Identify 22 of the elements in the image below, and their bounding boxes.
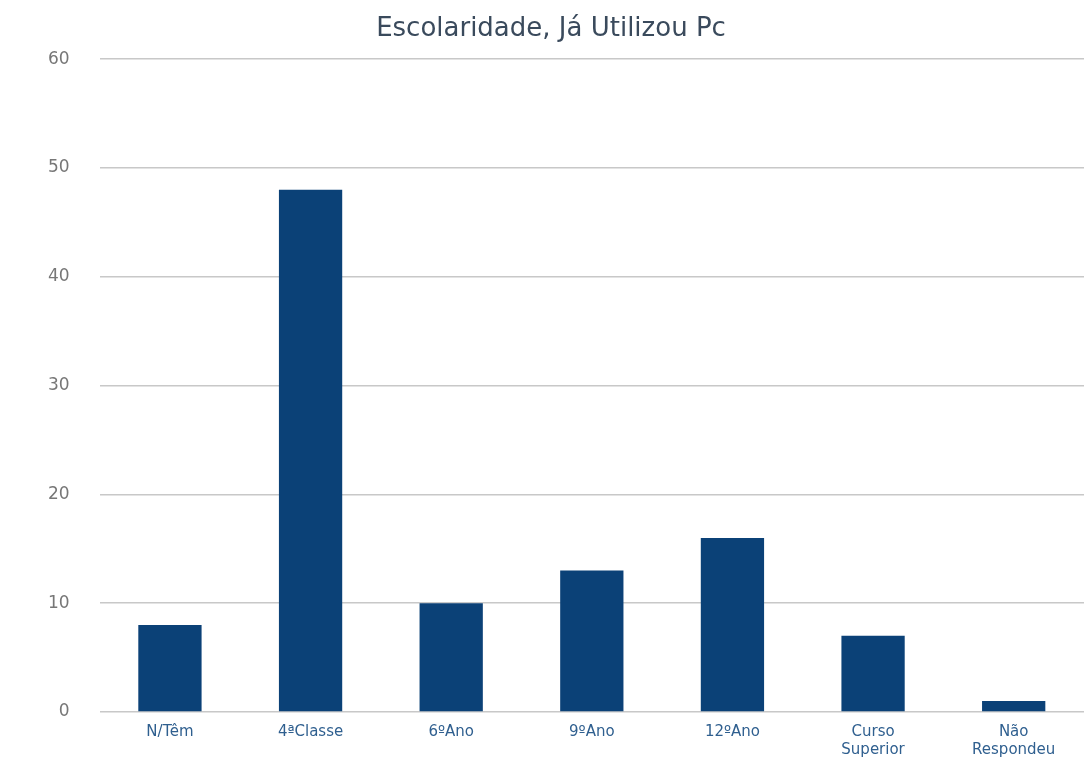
bar xyxy=(982,701,1046,712)
y-tick-label: 50 xyxy=(47,156,70,177)
bar xyxy=(138,624,202,712)
bar xyxy=(841,635,905,712)
x-tick-label: 9ºAno xyxy=(569,721,615,740)
x-tick-label: Curso Superior xyxy=(841,721,906,758)
x-tick-label: Não Respondeu xyxy=(972,721,1056,758)
x-tick-label: 12ºAno xyxy=(704,721,760,740)
bar xyxy=(278,189,343,712)
bar xyxy=(560,570,624,712)
y-tick-label: 60 xyxy=(47,47,70,68)
y-tick-label: 40 xyxy=(47,265,70,286)
y-tick-label: 20 xyxy=(47,482,70,503)
x-tick-label: 4ªClasse xyxy=(277,721,344,740)
x-tick-label: N/Têm xyxy=(146,721,194,740)
y-tick-label: 10 xyxy=(47,591,70,612)
x-tick-label: 6ºAno xyxy=(428,721,474,740)
chart-title: Escolaridade, Já Utilizou Pc xyxy=(376,12,726,43)
bar xyxy=(700,537,765,712)
y-tick-label: 0 xyxy=(58,700,70,721)
y-tick-label: 30 xyxy=(47,374,70,395)
bar xyxy=(419,603,483,712)
